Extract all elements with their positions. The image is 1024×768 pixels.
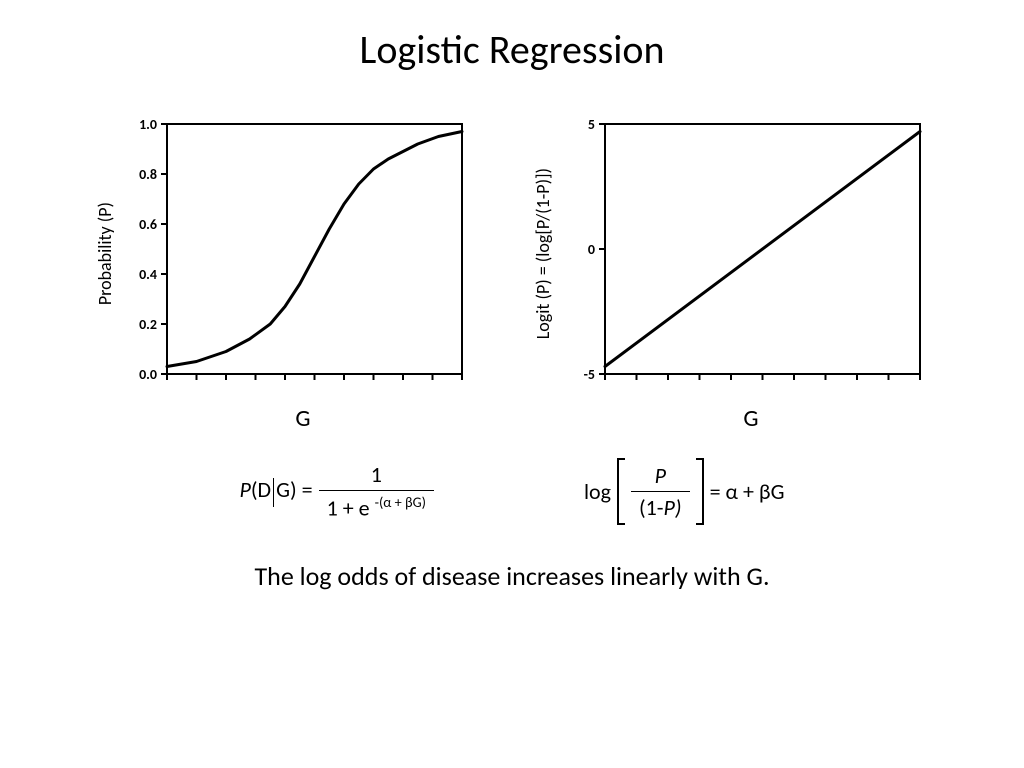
right-chart-ylabel: Logit (P) = (log[P/(1-P)])	[532, 168, 554, 339]
left-bracket-icon	[617, 458, 625, 525]
left-chart-ylabel: Probability (P)	[94, 202, 116, 305]
left-chart-xlabel: G	[295, 404, 310, 433]
formula-D: (D	[251, 476, 271, 503]
fraction-numerator: 1	[363, 461, 390, 490]
charts-row: Probability (P) 0.0 0.2 0.4 0.6 0.8 1.0 G Log…	[0, 114, 1024, 433]
probability-fraction: 1 1 + e -(α + βG)	[319, 461, 434, 521]
svg-text:-5: -5	[584, 366, 595, 383]
logit-rhs: = α + βG	[710, 478, 785, 505]
formula-P: P	[240, 476, 251, 503]
slide-title: Logistic Regression	[0, 0, 1024, 74]
logit-chart-wrap: Logit (P) = (log[P/(1-P)]) -5 0 5 G	[532, 114, 930, 433]
svg-text:1.0: 1.0	[139, 116, 157, 133]
svg-text:0.8: 0.8	[139, 166, 157, 183]
log-frac-den: (1-P)	[631, 491, 690, 521]
probability-chart-wrap: Probability (P) 0.0 0.2 0.4 0.6 0.8 1.0 G	[94, 114, 472, 433]
log-fraction: P (1-P)	[625, 458, 696, 525]
log-frac-num: P	[647, 462, 674, 491]
fraction-denominator: 1 + e -(α + βG)	[319, 490, 434, 521]
bracket-group: P (1-P)	[617, 458, 704, 525]
probability-formula: P(DG) = 1 1 + e -(α + βG)	[240, 458, 434, 525]
logit-chart: -5 0 5	[560, 114, 930, 394]
svg-text:0.2: 0.2	[139, 316, 157, 333]
probability-chart: 0.0 0.2 0.4 0.6 0.8 1.0	[122, 114, 472, 394]
formula-row: P(DG) = 1 1 + e -(α + βG) log P (1-P) = …	[0, 458, 1024, 525]
formula-G: G) =	[276, 476, 312, 503]
logit-formula: log P (1-P) = α + βG	[584, 458, 785, 525]
right-chart-xlabel: G	[743, 404, 758, 433]
svg-text:0.0: 0.0	[139, 366, 157, 383]
svg-text:5: 5	[588, 116, 595, 133]
svg-text:0: 0	[588, 241, 595, 258]
given-bar-icon	[273, 478, 274, 507]
conclusion-text: The log odds of disease increases linear…	[0, 560, 1024, 592]
exponent: -(α + βG)	[375, 493, 426, 511]
log-text: log	[584, 478, 611, 505]
svg-text:0.6: 0.6	[139, 216, 157, 233]
right-bracket-icon	[696, 458, 704, 525]
svg-text:0.4: 0.4	[139, 266, 157, 283]
